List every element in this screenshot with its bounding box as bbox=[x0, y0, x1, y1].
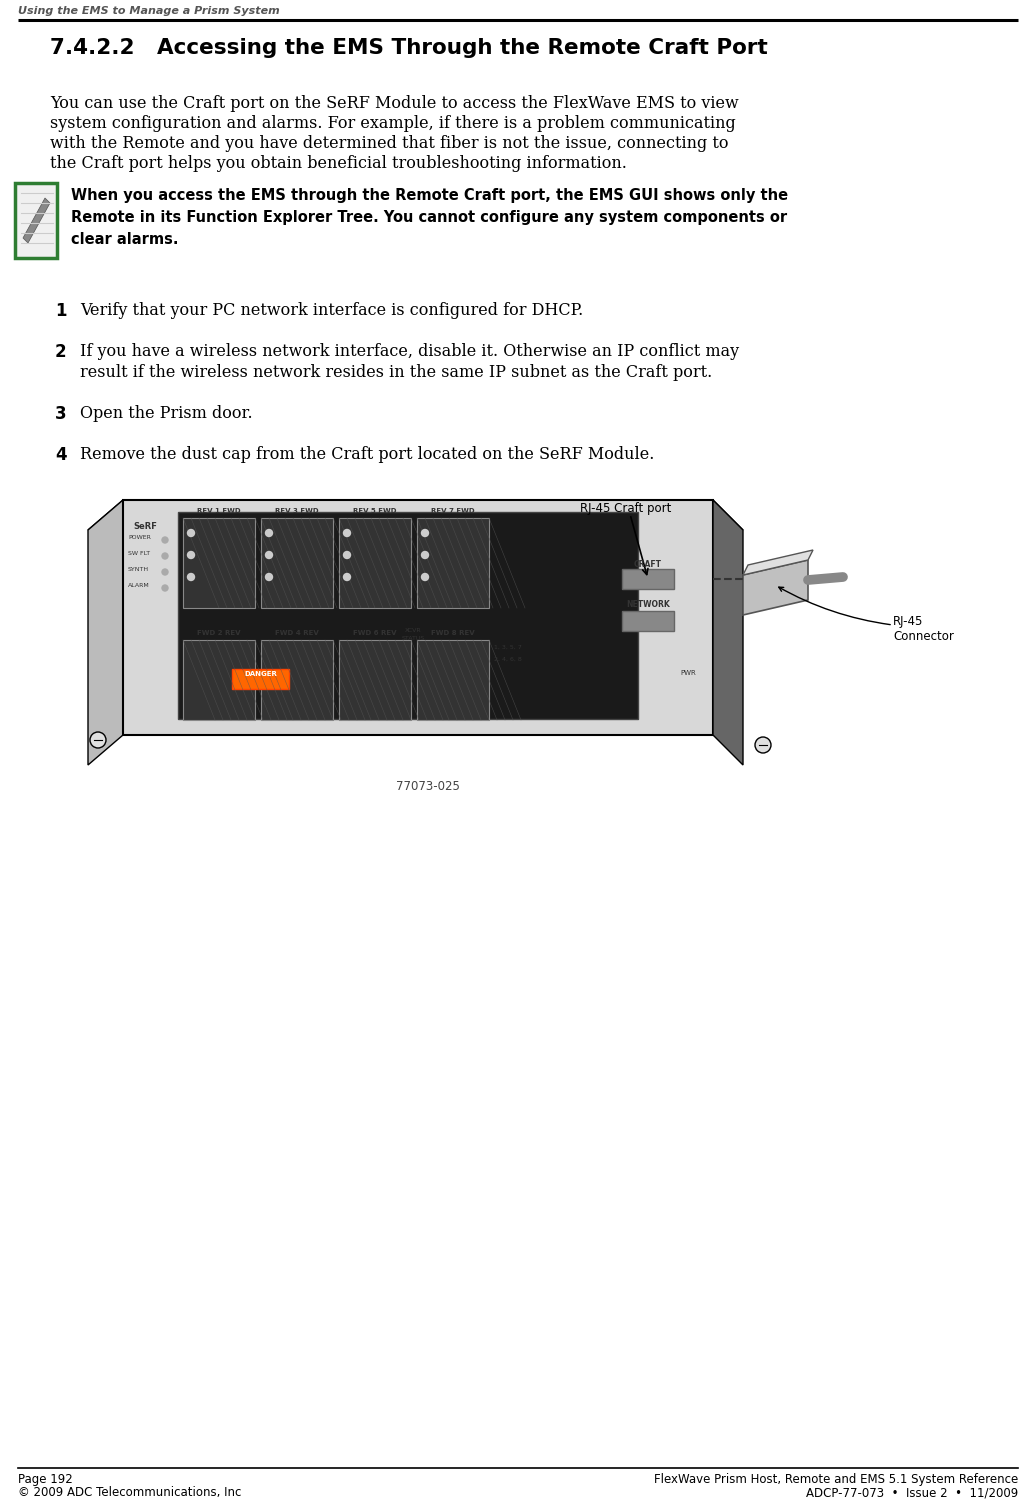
Polygon shape bbox=[88, 500, 743, 530]
Text: If you have a wireless network interface, disable it. Otherwise an IP conflict m: If you have a wireless network interface… bbox=[80, 343, 739, 360]
Circle shape bbox=[90, 731, 106, 748]
Circle shape bbox=[162, 569, 168, 575]
Text: Connector: Connector bbox=[893, 631, 954, 643]
Polygon shape bbox=[23, 199, 50, 242]
Text: RJ-45 Craft port: RJ-45 Craft port bbox=[580, 503, 671, 515]
Text: ADCP-77-073  •  Issue 2  •  11/2009: ADCP-77-073 • Issue 2 • 11/2009 bbox=[806, 1485, 1018, 1499]
Circle shape bbox=[265, 530, 272, 536]
Circle shape bbox=[344, 530, 350, 536]
Text: STATUS: STATUS bbox=[401, 637, 425, 641]
Text: result if the wireless network resides in the same IP subnet as the Craft port.: result if the wireless network resides i… bbox=[80, 364, 713, 381]
FancyArrowPatch shape bbox=[631, 516, 648, 575]
Text: 2: 2 bbox=[55, 343, 66, 361]
Text: REV 5 FWD: REV 5 FWD bbox=[353, 509, 397, 515]
Circle shape bbox=[162, 552, 168, 558]
Text: 7.4.2.2   Accessing the EMS Through the Remote Craft Port: 7.4.2.2 Accessing the EMS Through the Re… bbox=[50, 38, 768, 59]
Polygon shape bbox=[743, 549, 813, 575]
Circle shape bbox=[344, 551, 350, 558]
Text: 3: 3 bbox=[55, 405, 66, 423]
Text: Remove the dust cap from the Craft port located on the SeRF Module.: Remove the dust cap from the Craft port … bbox=[80, 445, 655, 464]
Text: 1, 3, 5, 7: 1, 3, 5, 7 bbox=[494, 646, 522, 650]
Text: REV 1 FWD: REV 1 FWD bbox=[197, 509, 240, 515]
Circle shape bbox=[188, 573, 195, 581]
FancyBboxPatch shape bbox=[178, 512, 638, 719]
Polygon shape bbox=[88, 500, 123, 765]
Circle shape bbox=[265, 551, 272, 558]
Text: 2, 4, 6, 8: 2, 4, 6, 8 bbox=[494, 658, 522, 662]
Text: You can use the Craft port on the SeRF Module to access the FlexWave EMS to view: You can use the Craft port on the SeRF M… bbox=[50, 95, 739, 111]
Text: SW FLT: SW FLT bbox=[128, 551, 150, 555]
Text: 1: 1 bbox=[55, 303, 66, 321]
Circle shape bbox=[188, 551, 195, 558]
Text: FWD 4 REV: FWD 4 REV bbox=[276, 631, 319, 637]
Text: with the Remote and you have determined that fiber is not the issue, connecting : with the Remote and you have determined … bbox=[50, 135, 728, 152]
Text: SeRF: SeRF bbox=[133, 522, 156, 531]
Text: PWR: PWR bbox=[680, 670, 696, 676]
Text: clear alarms.: clear alarms. bbox=[71, 232, 178, 247]
FancyBboxPatch shape bbox=[622, 569, 674, 588]
Circle shape bbox=[265, 573, 272, 581]
FancyArrowPatch shape bbox=[779, 587, 890, 625]
Text: Using the EMS to Manage a Prism System: Using the EMS to Manage a Prism System bbox=[18, 6, 280, 17]
Text: FWD 8 REV: FWD 8 REV bbox=[431, 631, 474, 637]
Text: CRAFT: CRAFT bbox=[634, 560, 662, 569]
Circle shape bbox=[162, 585, 168, 591]
Text: FlexWave Prism Host, Remote and EMS 5.1 System Reference: FlexWave Prism Host, Remote and EMS 5.1 … bbox=[654, 1473, 1018, 1485]
Text: Verify that your PC network interface is configured for DHCP.: Verify that your PC network interface is… bbox=[80, 303, 583, 319]
Circle shape bbox=[755, 737, 771, 752]
Circle shape bbox=[422, 530, 429, 536]
Circle shape bbox=[162, 537, 168, 543]
Circle shape bbox=[188, 530, 195, 536]
FancyBboxPatch shape bbox=[123, 500, 713, 734]
Text: REV 7 FWD: REV 7 FWD bbox=[431, 509, 474, 515]
FancyBboxPatch shape bbox=[183, 518, 255, 608]
Text: 77073-025: 77073-025 bbox=[396, 780, 460, 793]
Text: POWER: POWER bbox=[128, 534, 151, 540]
FancyBboxPatch shape bbox=[339, 640, 411, 719]
FancyBboxPatch shape bbox=[339, 518, 411, 608]
Text: system configuration and alarms. For example, if there is a problem communicatin: system configuration and alarms. For exa… bbox=[50, 114, 736, 132]
FancyBboxPatch shape bbox=[15, 184, 57, 257]
Polygon shape bbox=[743, 560, 808, 616]
Circle shape bbox=[422, 573, 429, 581]
Text: DANGER: DANGER bbox=[244, 671, 278, 677]
FancyBboxPatch shape bbox=[418, 640, 489, 719]
Text: the Craft port helps you obtain beneficial troubleshooting information.: the Craft port helps you obtain benefici… bbox=[50, 155, 627, 172]
Polygon shape bbox=[713, 500, 743, 765]
FancyBboxPatch shape bbox=[261, 640, 333, 719]
Text: REV 3 FWD: REV 3 FWD bbox=[276, 509, 319, 515]
FancyBboxPatch shape bbox=[232, 670, 289, 689]
Text: Page 192: Page 192 bbox=[18, 1473, 73, 1485]
Text: FWD 2 REV: FWD 2 REV bbox=[197, 631, 240, 637]
FancyBboxPatch shape bbox=[261, 518, 333, 608]
Text: ALARM: ALARM bbox=[128, 582, 150, 588]
FancyBboxPatch shape bbox=[183, 640, 255, 719]
Circle shape bbox=[344, 573, 350, 581]
Text: 4: 4 bbox=[55, 445, 66, 464]
Text: Open the Prism door.: Open the Prism door. bbox=[80, 405, 253, 421]
Text: © 2009 ADC Telecommunications, Inc: © 2009 ADC Telecommunications, Inc bbox=[18, 1485, 241, 1499]
Circle shape bbox=[422, 551, 429, 558]
FancyBboxPatch shape bbox=[622, 611, 674, 631]
Text: XCVR: XCVR bbox=[405, 628, 422, 634]
Text: SYNTH: SYNTH bbox=[128, 567, 149, 572]
Text: Remote in its Function Explorer Tree. You cannot configure any system components: Remote in its Function Explorer Tree. Yo… bbox=[71, 211, 787, 226]
Text: NETWORK: NETWORK bbox=[626, 600, 670, 610]
Text: RJ-45: RJ-45 bbox=[893, 616, 923, 628]
FancyBboxPatch shape bbox=[418, 518, 489, 608]
Text: FWD 6 REV: FWD 6 REV bbox=[353, 631, 397, 637]
Text: When you access the EMS through the Remote Craft port, the EMS GUI shows only th: When you access the EMS through the Remo… bbox=[71, 188, 788, 203]
